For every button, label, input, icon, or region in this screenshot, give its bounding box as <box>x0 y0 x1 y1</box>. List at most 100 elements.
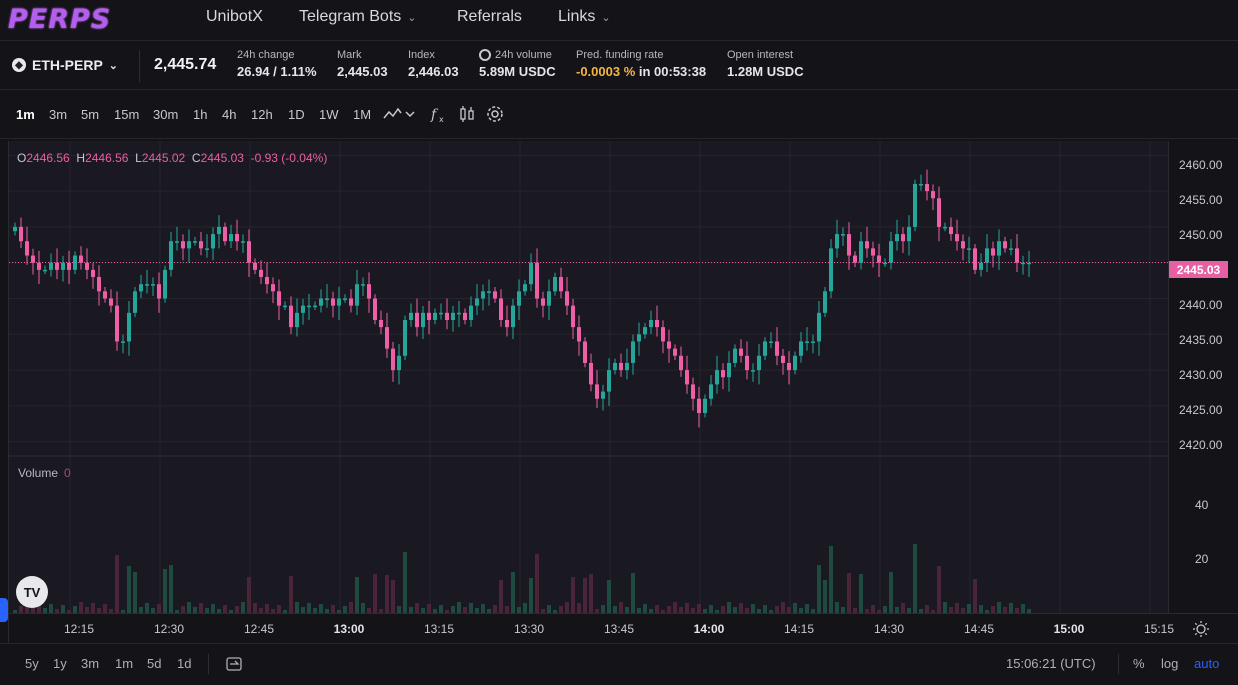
timeframe-3m[interactable]: 3m <box>49 107 68 122</box>
candle-body <box>541 298 545 306</box>
market-selector[interactable]: ◆ ETH-PERP ⌄ <box>12 57 118 73</box>
settings-sun-icon[interactable] <box>1192 620 1210 638</box>
candle-body <box>871 248 875 256</box>
candle-body <box>1027 262 1031 265</box>
range-1y[interactable]: 1y <box>53 656 67 671</box>
candle-body <box>493 291 497 299</box>
candle-body <box>469 305 473 320</box>
candle-body <box>787 362 791 371</box>
chart-pane[interactable] <box>9 141 1168 613</box>
volume-bar <box>103 604 107 613</box>
timeframe-1w[interactable]: 1W <box>319 107 339 122</box>
toolbar-collapse-handle[interactable] <box>0 598 8 622</box>
timeframe-1mo[interactable]: 1M <box>353 107 372 122</box>
volume-bar <box>895 607 899 613</box>
nav-telegram-bots[interactable]: Telegram Bots ⌄ <box>299 8 416 26</box>
candle-body <box>901 234 905 242</box>
volume-tick: 20 <box>1195 552 1209 566</box>
price-axis[interactable]: 2460.00 2455.00 2450.00 2440.00 2435.00 … <box>1168 141 1238 613</box>
volume-bar <box>37 603 41 613</box>
range-5y[interactable]: 5y <box>25 656 39 671</box>
go-to-date-icon[interactable] <box>225 655 243 673</box>
nav-unibotx[interactable]: UnibotX <box>206 8 263 26</box>
timeframe-15m[interactable]: 15m <box>114 107 140 122</box>
timeframe-5m[interactable]: 5m <box>81 107 100 122</box>
gear-icon[interactable] <box>484 103 506 125</box>
volume-bar <box>13 610 17 613</box>
candle-body <box>277 291 281 306</box>
candle-body <box>811 341 815 343</box>
candle-body <box>187 241 191 249</box>
nav-label: Links <box>558 8 596 25</box>
volume-bar <box>259 608 263 613</box>
timeframe-1h[interactable]: 1h <box>193 107 208 122</box>
volume-bar <box>295 602 299 613</box>
time-tick: 13:00 <box>333 622 365 636</box>
volume-bar <box>67 610 71 613</box>
percent-toggle[interactable]: % <box>1133 656 1145 671</box>
volume-bar <box>193 607 197 613</box>
stat-mark: Mark 2,445.03 <box>337 49 388 79</box>
candle-body <box>259 269 263 278</box>
candle-body <box>445 312 449 320</box>
candle-body <box>511 305 515 328</box>
timeframe-1m[interactable]: 1m <box>16 107 35 122</box>
auto-toggle[interactable]: auto <box>1194 656 1220 671</box>
candle-body <box>535 262 539 299</box>
log-toggle[interactable]: log <box>1161 656 1179 671</box>
utc-clock[interactable]: 15:06:21 (UTC) <box>1006 656 1096 671</box>
open-value: 2446.56 <box>26 151 70 165</box>
nav-referrals[interactable]: Referrals <box>457 8 522 26</box>
time-axis[interactable]: 12:15 12:30 12:45 13:00 13:15 13:30 13:45 14:00… <box>9 613 1238 643</box>
volume-bar <box>433 609 437 613</box>
volume-bar <box>445 610 449 613</box>
timeframe-12h[interactable]: 12h <box>251 107 273 122</box>
time-tick: 13:45 <box>603 622 635 636</box>
candle-body <box>415 312 419 328</box>
range-1d[interactable]: 1d <box>177 656 192 671</box>
volume-bar <box>1009 603 1013 613</box>
funding-countdown: in 00:53:38 <box>635 64 707 79</box>
volume-bar <box>655 605 659 613</box>
candle-body <box>283 305 287 308</box>
candle-body <box>589 362 593 385</box>
candle-body <box>235 234 239 242</box>
timeframe-4h[interactable]: 4h <box>222 107 237 122</box>
candle-body <box>475 298 479 306</box>
candle-body <box>151 284 155 286</box>
volume-bar <box>787 607 791 613</box>
range-1m[interactable]: 1m <box>115 656 134 671</box>
timeframe-1d[interactable]: 1D <box>288 107 305 122</box>
candle-body <box>157 284 161 299</box>
volume-bar <box>475 608 479 613</box>
volume-bar <box>583 578 587 613</box>
candle-body <box>1015 248 1019 263</box>
volume-bar <box>355 577 359 613</box>
candle-body <box>199 241 203 249</box>
chart-type-line-icon[interactable] <box>382 103 416 125</box>
volume-bar <box>763 605 767 613</box>
logo-text: PERPS <box>8 3 112 35</box>
candle-body <box>49 262 53 270</box>
volume-bar <box>703 609 707 613</box>
perps-logo[interactable]: PERPS <box>8 3 112 35</box>
candle-body <box>25 241 29 256</box>
nav-links[interactable]: Links ⌄ <box>558 8 611 26</box>
volume-bar <box>979 605 983 613</box>
indicators-fx-icon[interactable]: f x <box>428 103 450 125</box>
range-5d[interactable]: 5d <box>147 656 162 671</box>
candle-body <box>313 305 317 308</box>
timeframe-30m[interactable]: 30m <box>153 107 179 122</box>
volume-bar <box>25 602 29 613</box>
volume-bar <box>709 605 713 613</box>
volume-bar <box>541 609 545 613</box>
ethereum-icon: ◆ <box>12 58 26 72</box>
range-3m[interactable]: 3m <box>81 656 100 671</box>
tradingview-logo[interactable]: TV <box>16 576 48 608</box>
candle-body <box>805 341 809 343</box>
candle-body <box>109 298 113 306</box>
candles-icon[interactable] <box>456 103 478 125</box>
candle-body <box>583 341 587 363</box>
candle-body <box>139 284 143 292</box>
candle-body <box>85 262 89 270</box>
